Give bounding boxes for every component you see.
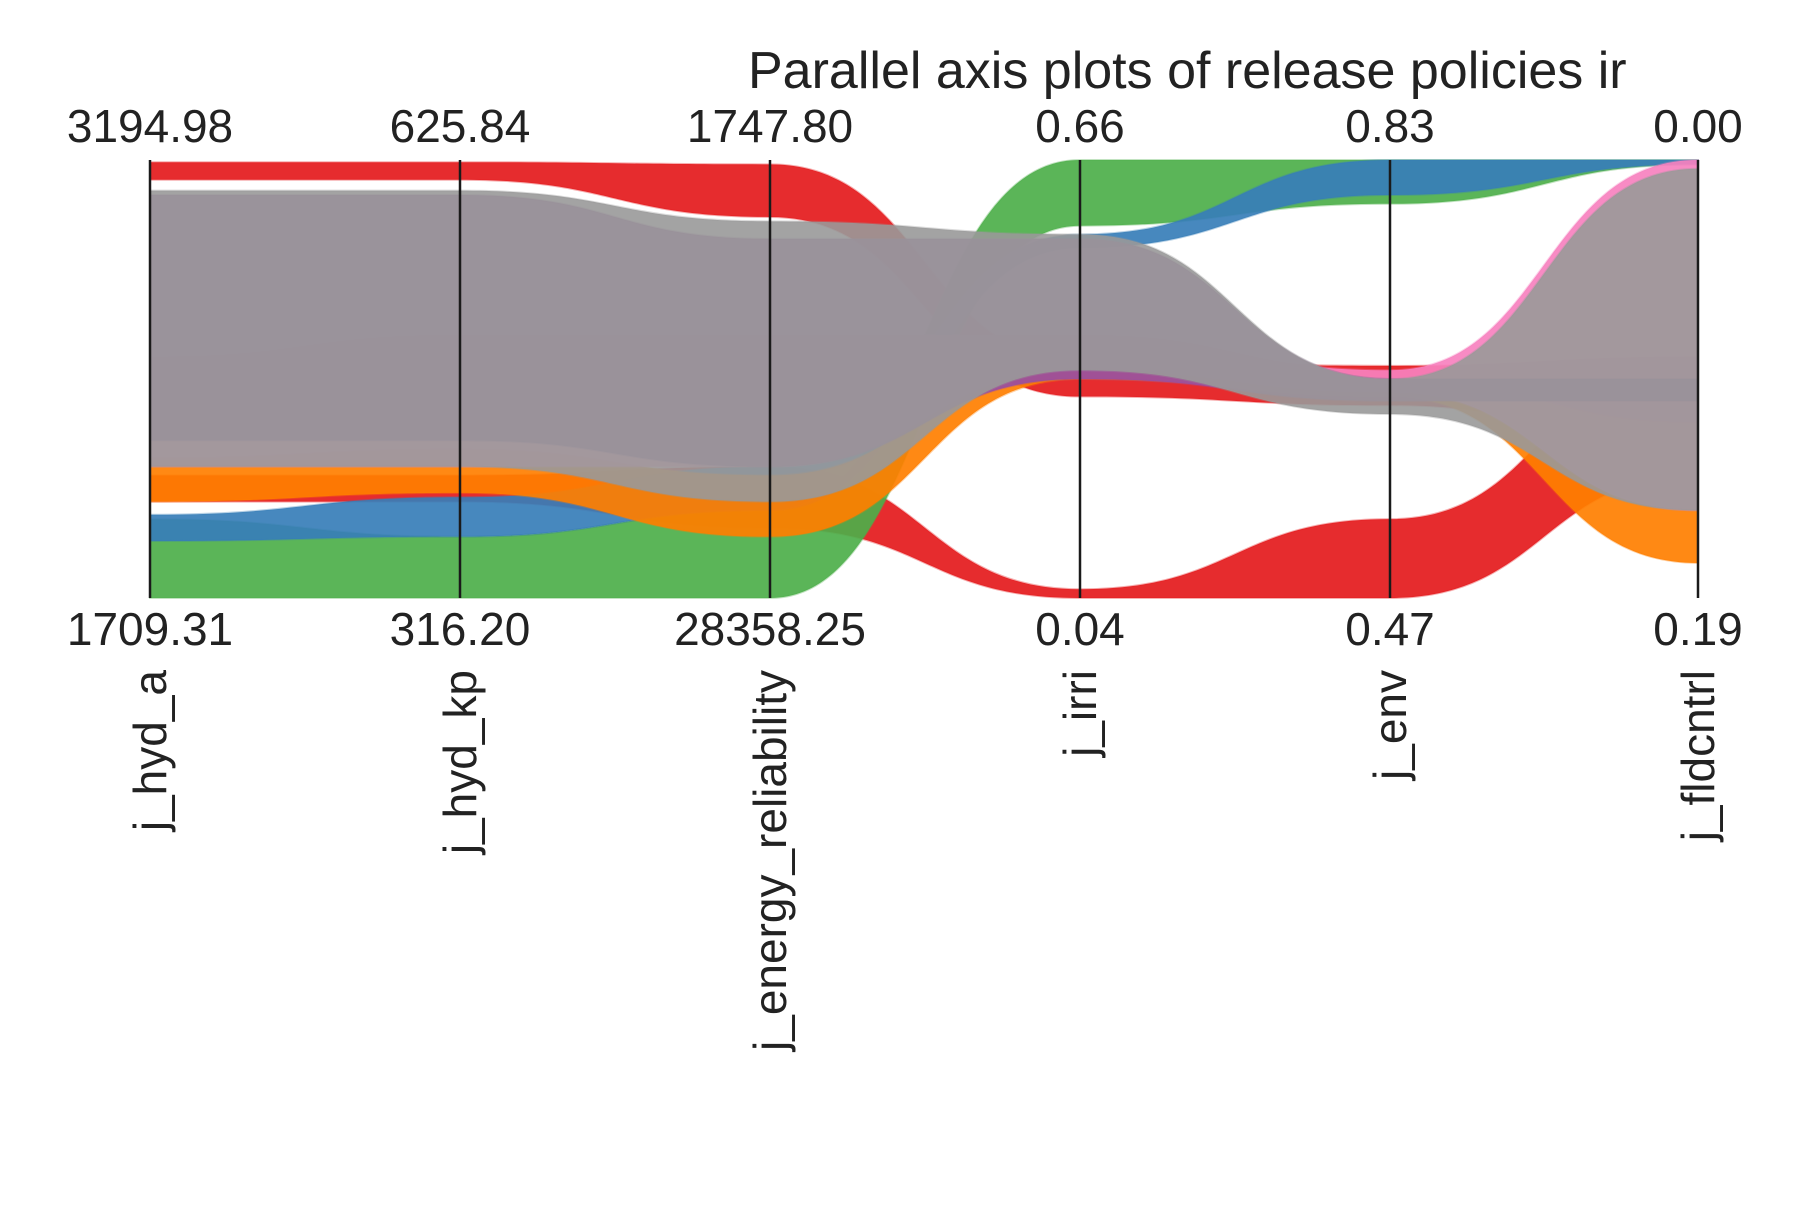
policy-bands xyxy=(149,158,1699,600)
axis-top-label: 0.66 xyxy=(1035,100,1125,152)
axis-bottom-label: 0.19 xyxy=(1653,603,1743,655)
axis-top-label: 0.00 xyxy=(1653,100,1743,152)
axis-bottom-label: 28358.25 xyxy=(674,603,866,655)
axis-top-label: 0.83 xyxy=(1345,100,1435,152)
axis-bottom-label: 0.04 xyxy=(1035,603,1125,655)
axis-name-j_hyd_a: j_hyd_a xyxy=(124,670,176,834)
axis-top-label: 625.84 xyxy=(390,100,531,152)
axis-name-j_fldcntrl: j_fldcntrl xyxy=(1672,670,1724,843)
axis-bottom-label: 316.20 xyxy=(390,603,531,655)
axis-name-j_env: j_env xyxy=(1364,670,1416,782)
axis-name-j_hyd_kp: j_hyd_kp xyxy=(434,670,486,856)
axes: 3194.98 1709.31 j_hyd_a 625.84 316.20 j_hyd_k… xyxy=(67,100,1743,1053)
chart-title: Parallel axis plots of release policies … xyxy=(748,42,1627,100)
axis-top-label: 3194.98 xyxy=(67,100,233,152)
axis-bottom-label: 1709.31 xyxy=(67,603,233,655)
axis-name-j_irri: j_irri xyxy=(1054,670,1106,759)
axis-name-j_energy_reliability: j_energy_reliability xyxy=(744,670,796,1053)
axis-top-label: 1747.80 xyxy=(687,100,853,152)
axis-bottom-label: 0.47 xyxy=(1345,603,1435,655)
